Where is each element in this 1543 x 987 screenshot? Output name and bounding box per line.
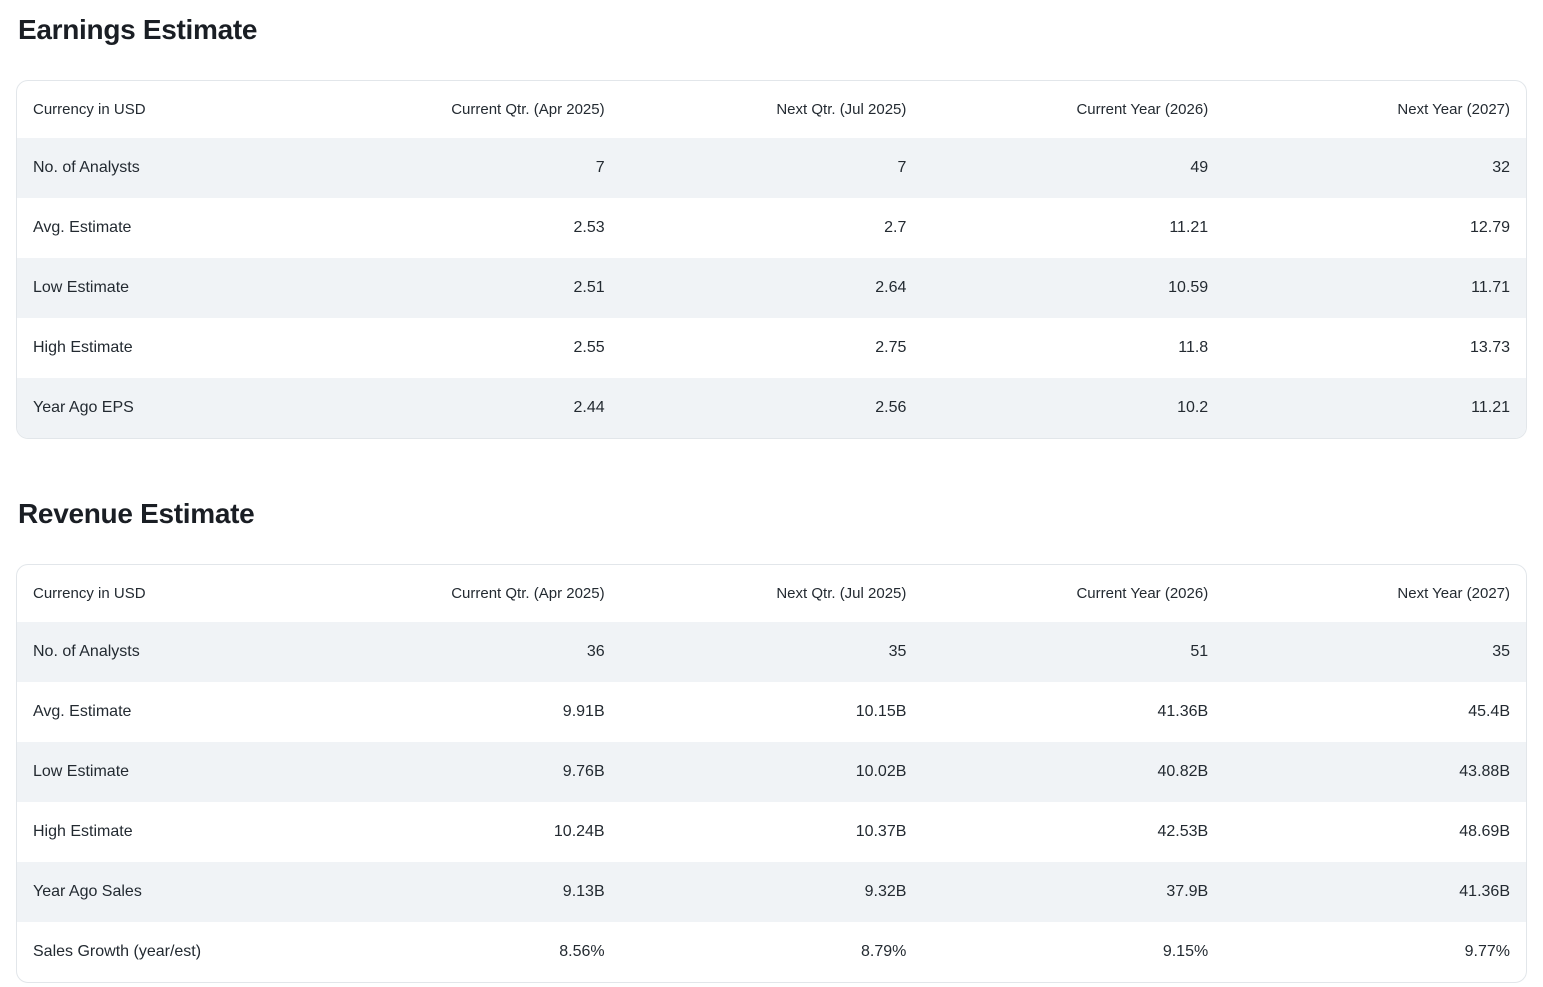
cell-value: 2.44: [573, 399, 605, 416]
cell-value: 12.79: [1469, 219, 1510, 236]
cell-value: 2.51: [573, 279, 605, 296]
cell-value: 35: [1492, 643, 1510, 660]
cell-value: 9.13B: [562, 883, 605, 900]
cell-value: 11.71: [1471, 279, 1510, 296]
cell-value: 49: [1190, 159, 1209, 176]
cell-value: 2.64: [875, 279, 907, 296]
table-row: Sales Growth (year/est) 8.56% 8.79% 9.15…: [17, 922, 1526, 982]
cell-value: 8.79%: [861, 943, 907, 960]
cell-value: 9.91B: [562, 703, 605, 720]
earnings-estimate-card: Currency in USD Current Qtr. (Apr 2025) …: [16, 80, 1527, 439]
column-header-currency: Currency in USD: [33, 101, 146, 118]
cell-value: 42.53B: [1157, 823, 1209, 840]
column-header-current-qtr: Current Qtr. (Apr 2025): [451, 101, 605, 118]
table-row: Year Ago EPS 2.44 2.56 10.2 11.21: [17, 378, 1526, 438]
cell-value: 9.15%: [1162, 943, 1209, 960]
row-label: Sales Growth (year/est): [33, 943, 202, 960]
cell-value: 9.32B: [864, 883, 907, 900]
revenue-estimate-table: Currency in USD Current Qtr. (Apr 2025) …: [17, 565, 1526, 982]
cell-value: 2.75: [875, 339, 907, 356]
table-row: Low Estimate 2.51 2.64 10.59 11.71: [17, 258, 1526, 318]
cell-value: 7: [897, 159, 907, 176]
column-header-current-year: Current Year (2026): [1076, 101, 1209, 118]
cell-value: 10.59: [1168, 279, 1209, 296]
table-row: Year Ago Sales 9.13B 9.32B 37.9B 41.36B: [17, 862, 1526, 922]
cell-value: 37.9B: [1166, 883, 1209, 900]
cell-value: 13.73: [1469, 339, 1510, 356]
row-label: Year Ago Sales: [33, 883, 142, 900]
cell-value: 45.4B: [1468, 703, 1510, 720]
cell-value: 40.82B: [1157, 763, 1209, 780]
table-row: Avg. Estimate 9.91B 10.15B 41.36B 45.4B: [17, 682, 1526, 742]
earnings-estimate-table: Currency in USD Current Qtr. (Apr 2025) …: [17, 81, 1526, 438]
cell-value: 9.76B: [562, 763, 605, 780]
section-title-revenue: Revenue Estimate: [18, 498, 255, 529]
cell-value: 10.15B: [855, 703, 907, 720]
revenue-estimate-section: Revenue Estimate Currency in USD Current…: [16, 439, 1527, 983]
cell-value: 10.24B: [553, 823, 605, 840]
cell-value: 2.53: [573, 219, 605, 236]
table-header-row: Currency in USD Current Qtr. (Apr 2025) …: [17, 81, 1526, 138]
table-row: No. of Analysts 7 7 49 32: [17, 138, 1526, 198]
column-header-currency: Currency in USD: [33, 585, 146, 602]
column-header-next-qtr: Next Qtr. (Jul 2025): [776, 101, 907, 118]
revenue-estimate-card: Currency in USD Current Qtr. (Apr 2025) …: [16, 564, 1527, 983]
table-row: High Estimate 10.24B 10.37B 42.53B 48.69…: [17, 802, 1526, 862]
row-label: Year Ago EPS: [33, 399, 134, 416]
cell-value: 10.02B: [855, 763, 907, 780]
cell-value: 51: [1190, 643, 1209, 660]
cell-value: 7: [595, 159, 605, 176]
earnings-estimate-section: Earnings Estimate Currency in USD Curren…: [16, 0, 1527, 439]
cell-value: 11.21: [1471, 399, 1510, 416]
row-label: Low Estimate: [33, 279, 130, 296]
table-row: No. of Analysts 36 35 51 35: [17, 622, 1526, 682]
cell-value: 43.88B: [1459, 763, 1510, 780]
cell-value: 2.56: [875, 399, 907, 416]
section-title-earnings: Earnings Estimate: [18, 14, 258, 45]
table-row: Avg. Estimate 2.53 2.7 11.21 12.79: [17, 198, 1526, 258]
row-label: Low Estimate: [33, 763, 130, 780]
column-header-next-qtr: Next Qtr. (Jul 2025): [776, 585, 907, 602]
column-header-current-year: Current Year (2026): [1076, 585, 1209, 602]
cell-value: 9.77%: [1464, 943, 1510, 960]
row-label: High Estimate: [33, 339, 133, 356]
cell-value: 36: [586, 643, 605, 660]
cell-value: 8.56%: [559, 943, 605, 960]
column-header-next-year: Next Year (2027): [1397, 101, 1510, 118]
row-label: Avg. Estimate: [33, 703, 132, 720]
cell-value: 48.69B: [1459, 823, 1510, 840]
table-header-row: Currency in USD Current Qtr. (Apr 2025) …: [17, 565, 1526, 622]
table-row: Low Estimate 9.76B 10.02B 40.82B 43.88B: [17, 742, 1526, 802]
cell-value: 2.55: [573, 339, 605, 356]
cell-value: 32: [1492, 159, 1510, 176]
row-label: No. of Analysts: [33, 643, 140, 660]
cell-value: 11.21: [1169, 219, 1209, 236]
row-label: No. of Analysts: [33, 159, 140, 176]
column-header-next-year: Next Year (2027): [1397, 585, 1510, 602]
cell-value: 41.36B: [1459, 883, 1510, 900]
row-label: Avg. Estimate: [33, 219, 132, 236]
cell-value: 10.37B: [855, 823, 907, 840]
cell-value: 11.8: [1178, 339, 1209, 356]
column-header-current-qtr: Current Qtr. (Apr 2025): [451, 585, 605, 602]
cell-value: 41.36B: [1157, 703, 1209, 720]
cell-value: 2.7: [884, 219, 907, 236]
cell-value: 35: [888, 643, 907, 660]
cell-value: 10.2: [1177, 399, 1209, 416]
row-label: High Estimate: [33, 823, 133, 840]
table-row: High Estimate 2.55 2.75 11.8 13.73: [17, 318, 1526, 378]
